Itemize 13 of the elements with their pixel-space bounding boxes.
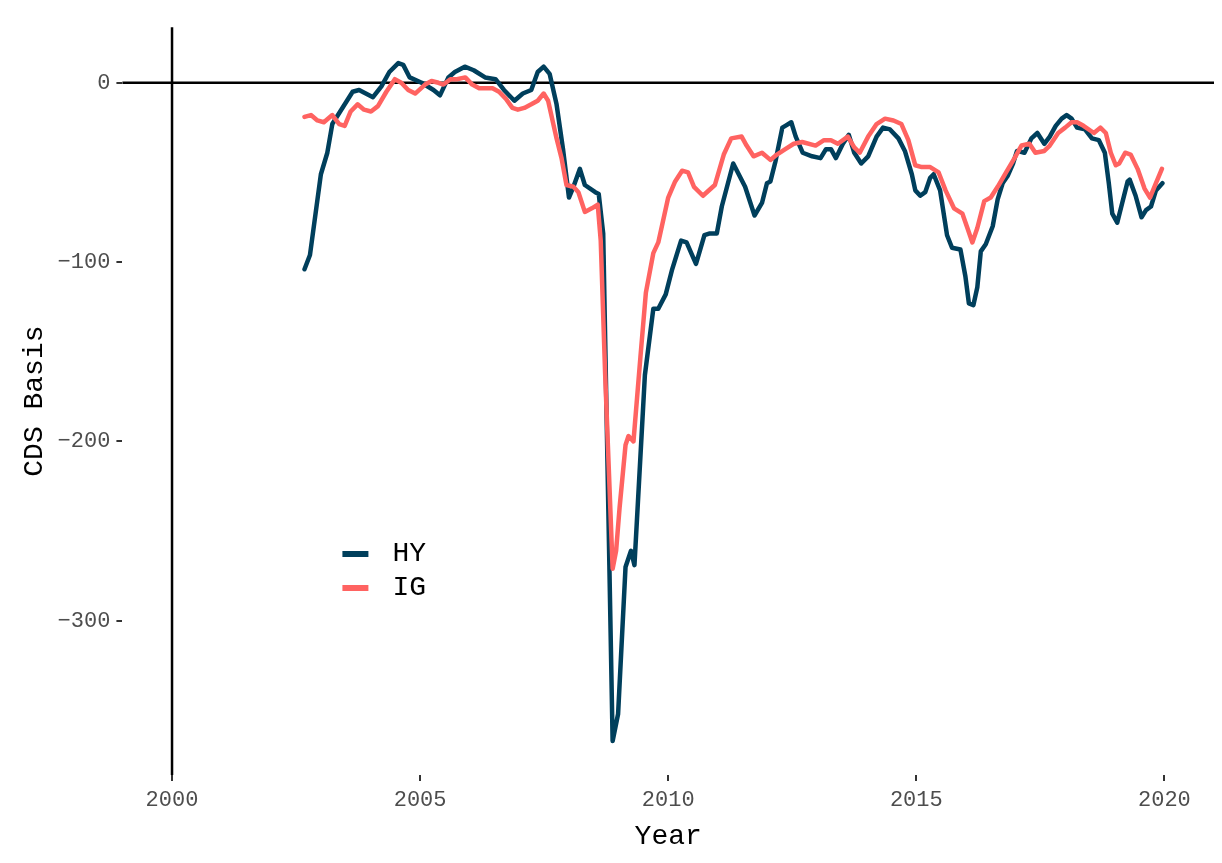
x-tick-label: 2000 bbox=[145, 788, 199, 814]
x-tick-label: 2020 bbox=[1137, 788, 1191, 814]
x-tick-label: 2005 bbox=[393, 788, 447, 814]
y-tick-label: 0 bbox=[97, 70, 111, 96]
y-tick-label: −100 bbox=[57, 249, 111, 275]
legend-label: HY bbox=[392, 538, 427, 570]
legend-label: IG bbox=[392, 572, 427, 604]
y-tick-label: −200 bbox=[57, 429, 111, 455]
x-tick-label: 2015 bbox=[889, 788, 943, 814]
x-axis-title: Year bbox=[634, 820, 702, 852]
y-tick-label: −300 bbox=[57, 608, 111, 634]
x-tick-label: 2010 bbox=[641, 788, 695, 814]
y-axis-title: CDS Basis bbox=[19, 325, 51, 477]
